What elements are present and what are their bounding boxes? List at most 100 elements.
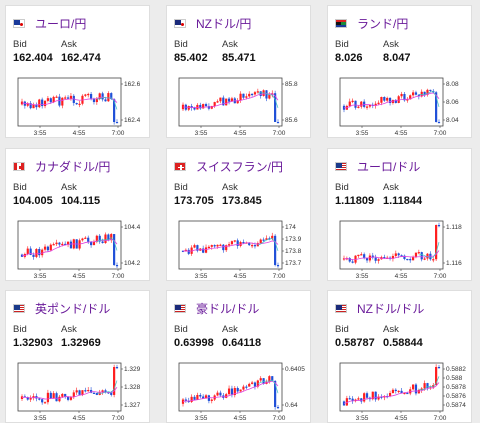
- candle-body: [368, 104, 372, 107]
- candlestick-chart[interactable]: 1.118 1.116 3:55 4:55 7:00: [328, 217, 473, 279]
- x-tick-label: 3:55: [356, 273, 369, 279]
- candle-body: [435, 225, 438, 260]
- bid-value: 0.58787: [335, 337, 375, 349]
- candle-body: [202, 104, 205, 109]
- candle-body: [72, 95, 75, 103]
- moving-average-line: [257, 237, 279, 252]
- card-header[interactable]: ランド/円: [335, 16, 409, 31]
- moving-average-line: [343, 250, 440, 261]
- card-header[interactable]: NZドル/ドル: [335, 301, 425, 316]
- flag-eu-jp-icon: [13, 18, 25, 28]
- candle-body: [193, 107, 196, 110]
- candle-body: [98, 93, 101, 99]
- y-tick-label: 8.04: [446, 117, 459, 124]
- candle-body: [233, 240, 236, 242]
- candle-body: [386, 97, 389, 101]
- candle-body: [196, 245, 199, 251]
- candle-body: [41, 99, 44, 107]
- pair-name-link[interactable]: NZドル/円: [196, 16, 252, 31]
- pair-name-link[interactable]: カナダドル/円: [35, 159, 111, 174]
- moving-average-line: [96, 97, 118, 110]
- moving-average-line: [96, 237, 118, 251]
- x-tick-label: 7:00: [112, 273, 125, 279]
- bid-label: Bid: [335, 182, 349, 193]
- candlestick-chart[interactable]: 8.08 8.06 8.04 3:55 4:55 7:00: [328, 74, 473, 136]
- candle-body: [417, 389, 420, 394]
- candle-body: [411, 384, 415, 390]
- candle-body: [365, 393, 369, 398]
- card-header[interactable]: NZドル/円: [174, 16, 252, 31]
- candle-body: [84, 390, 87, 392]
- bid-label: Bid: [13, 324, 27, 335]
- card-header[interactable]: 豪ドル/ドル: [174, 301, 260, 316]
- bid-value: 1.11809: [335, 195, 375, 207]
- rate-card-nzd-jpy[interactable]: NZドル/円 Bid Ask 85.402 85.471 85.8 85.6 3:5…: [166, 5, 311, 138]
- candle-body: [110, 234, 113, 241]
- candle-body: [38, 99, 41, 108]
- candle-body: [204, 104, 208, 107]
- candle-body: [365, 258, 369, 261]
- bid-label: Bid: [335, 39, 349, 50]
- candle-body: [259, 378, 262, 381]
- candle-body: [32, 104, 35, 109]
- rate-card-aud-usd[interactable]: 豪ドル/ドル Bid Ask 0.63998 0.64118 0.6405 0.6…: [166, 290, 311, 423]
- pair-name-link[interactable]: NZドル/ドル: [357, 301, 425, 316]
- rate-card-nzd-usd[interactable]: NZドル/ドル Bid Ask 0.58787 0.58844 0.5882 0.…: [327, 290, 472, 423]
- candle-body: [219, 244, 222, 246]
- candle-body: [190, 396, 193, 402]
- candle-body: [276, 122, 280, 124]
- card-header[interactable]: 英ポンド/ドル: [13, 301, 111, 316]
- rate-card-chf-jpy[interactable]: スイスフラン/円 Bid Ask 173.705 173.845 174 173.…: [166, 148, 311, 281]
- x-tick-label: 7:00: [112, 130, 125, 136]
- candle-body: [351, 261, 354, 263]
- x-tick-label: 7:00: [273, 415, 286, 421]
- pair-name-link[interactable]: ランド/円: [357, 16, 409, 31]
- candle-body: [187, 106, 190, 110]
- candlestick-chart[interactable]: 0.6405 0.64 3:55 4:55 7:00: [167, 359, 312, 421]
- candle-body: [354, 255, 357, 263]
- rate-card-zar-jpy[interactable]: ランド/円 Bid Ask 8.026 8.047 8.08 8.06 8.04 3:…: [327, 5, 472, 138]
- card-header[interactable]: カナダドル/円: [13, 159, 111, 174]
- rate-card-cad-jpy[interactable]: カナダドル/円 Bid Ask 104.005 104.115 104.4 104…: [5, 148, 150, 281]
- candle-body: [199, 394, 202, 397]
- rate-card-eur-usd[interactable]: ユーロ/ドル Bid Ask 1.11809 1.11844 1.118 1.11…: [327, 148, 472, 281]
- candle-body: [397, 253, 400, 256]
- y-tick-label: 0.6405: [285, 366, 305, 373]
- candlestick-chart[interactable]: 1.329 1.328 1.327 3:55 4:55 7:00: [6, 359, 151, 421]
- y-tick-label: 0.5876: [446, 393, 466, 400]
- flag-au-us-icon: [174, 303, 186, 313]
- card-header[interactable]: ユーロ/円: [13, 16, 87, 31]
- bid-label: Bid: [335, 324, 349, 335]
- candle-body: [202, 248, 205, 253]
- candlestick-chart[interactable]: 0.5882 0.588 0.5878 0.5876 0.5874 3:55 4:55 7:0…: [328, 359, 473, 421]
- rate-card-gbp-usd[interactable]: 英ポンド/ドル Bid Ask 1.32903 1.32969 1.329 1.3…: [5, 290, 150, 423]
- candlestick-chart[interactable]: 162.6 162.4 3:55 4:55 7:00: [6, 74, 151, 136]
- pair-name-link[interactable]: スイスフラン/円: [196, 159, 283, 174]
- ask-label: Ask: [383, 324, 399, 335]
- candle-body: [377, 102, 380, 104]
- pair-name-link[interactable]: ユーロ/ドル: [357, 159, 421, 174]
- pair-name-link[interactable]: ユーロ/円: [35, 16, 87, 31]
- candle-body: [46, 246, 50, 251]
- pair-name-link[interactable]: 豪ドル/ドル: [196, 301, 260, 316]
- candle-body: [43, 246, 47, 250]
- candle-body: [72, 392, 75, 397]
- card-header[interactable]: ユーロ/ドル: [335, 159, 421, 174]
- candle-body: [230, 98, 234, 102]
- pair-name-link[interactable]: 英ポンド/ドル: [35, 301, 111, 316]
- candle-body: [225, 394, 228, 398]
- candle-body: [78, 390, 81, 395]
- candlestick-chart[interactable]: 85.8 85.6 3:55 4:55 7:00: [167, 74, 312, 136]
- candlestick-chart[interactable]: 104.4 104.2 3:55 4:55 7:00: [6, 217, 151, 279]
- x-tick-label: 3:55: [34, 273, 47, 279]
- candle-body: [75, 102, 78, 105]
- candle-body: [104, 390, 107, 393]
- candle-body: [75, 390, 78, 393]
- card-header[interactable]: スイスフラン/円: [174, 159, 283, 174]
- candle-body: [250, 382, 254, 384]
- rate-card-eur-jpy[interactable]: ユーロ/円 Bid Ask 162.404 162.474 162.6 162.4…: [5, 5, 150, 138]
- bid-label: Bid: [174, 324, 188, 335]
- y-tick-label: 162.6: [124, 81, 141, 88]
- candle-body: [225, 98, 228, 106]
- candlestick-chart[interactable]: 174 173.9 173.8 173.7 3:55 4:55 7:00: [167, 217, 312, 279]
